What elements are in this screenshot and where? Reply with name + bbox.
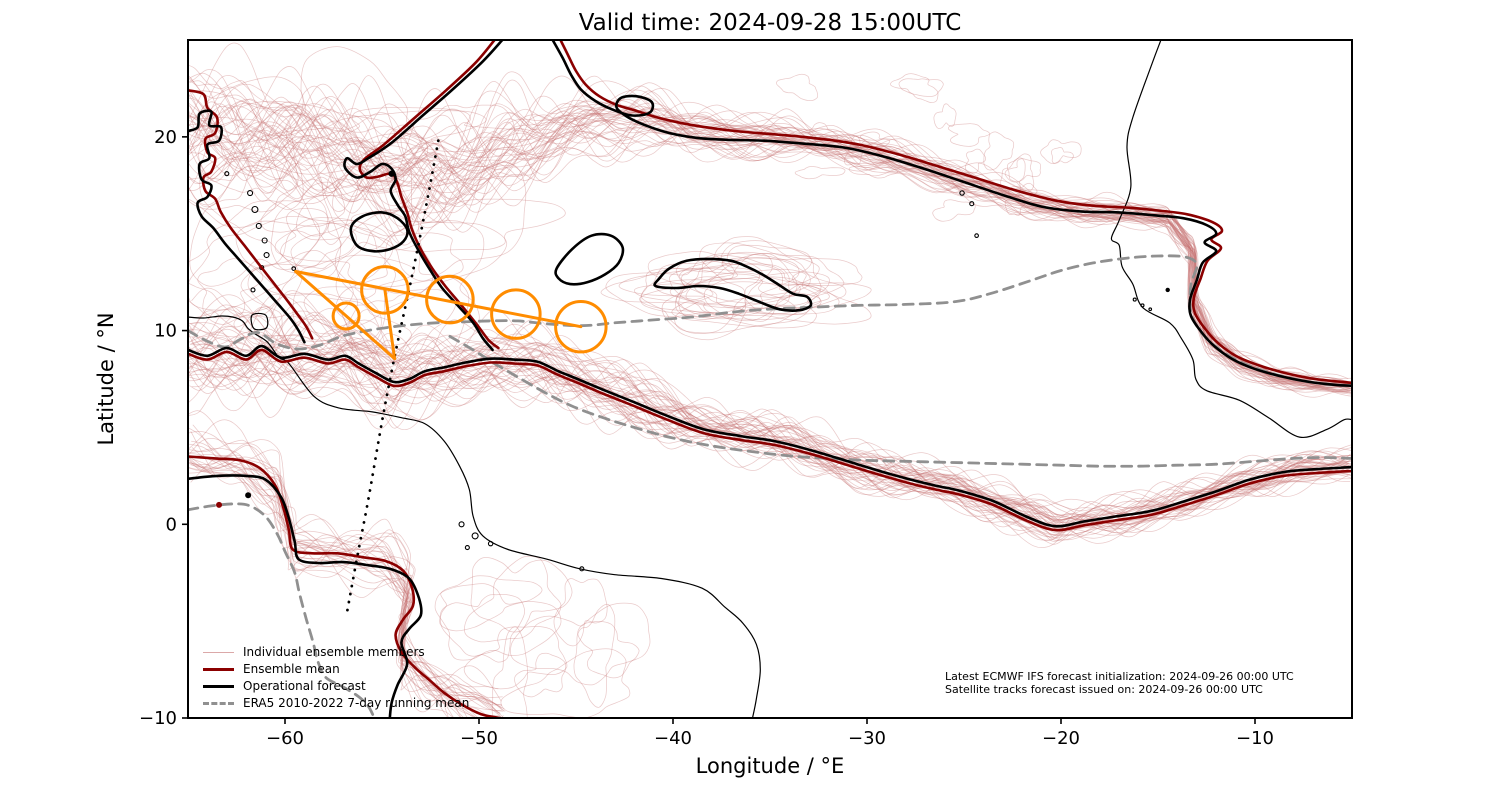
- satellite-issue-text: Satellite tracks forecast issued on: 202…: [945, 683, 1263, 696]
- island-anguilla: [224, 171, 230, 177]
- forecast-info: Latest ECMWF IFS forecast initialization…: [945, 670, 1294, 696]
- island-sao_luis: [579, 566, 585, 572]
- island-cape_verde_3: [974, 233, 979, 239]
- forecast-init-text: Latest ECMWF IFS forecast initialization…: [945, 670, 1294, 683]
- island-grenada: [250, 287, 256, 293]
- y-tick-label: 0: [166, 514, 177, 535]
- coastlines-layer: [188, 40, 1352, 718]
- operational-line-sample: [203, 685, 234, 688]
- island-cape_verde_2: [969, 201, 975, 207]
- legend-label: Individual ensemble members: [243, 645, 425, 659]
- y-tick-label: 10: [154, 321, 177, 342]
- x-tick-label: −60: [266, 728, 304, 749]
- legend: Individual ensemble members Ensemble mea…: [203, 644, 469, 712]
- marker-africa_dot: [1165, 287, 1170, 293]
- legend-item-ensemble-mean: Ensemble mean: [203, 661, 469, 678]
- island-st_lucia: [263, 251, 270, 259]
- y-axis-label: Latitude / °N: [94, 312, 118, 446]
- island-marajo_3: [487, 540, 494, 547]
- island-marajo_2: [471, 532, 479, 540]
- island-bissagos_1: [1132, 297, 1137, 302]
- legend-label: Ensemble mean: [243, 662, 340, 676]
- x-tick-label: −30: [848, 728, 886, 749]
- plot-title: Valid time: 2024-09-28 15:00UTC: [578, 10, 962, 36]
- x-tick-label: −50: [460, 728, 498, 749]
- marker-sa_dot_black: [245, 492, 252, 499]
- satellite-track-layer: [344, 139, 440, 619]
- x-axis-label: Longitude / °E: [695, 754, 845, 778]
- island-marajo_1: [458, 521, 465, 528]
- island-guadeloupe: [251, 205, 259, 214]
- era5-line-sample: [203, 702, 234, 705]
- island-bissagos_3: [1148, 307, 1153, 312]
- legend-label: ERA5 2010-2022 7-day running mean: [243, 696, 470, 710]
- y-tick-label: 20: [154, 127, 177, 148]
- island-barbados: [291, 266, 297, 271]
- axes-layer: −60 −50 −40 −30 −20 −10 20 10 0 −10: [139, 39, 1353, 749]
- legend-item-ensemble-members: Individual ensemble members: [203, 644, 469, 661]
- ensemble-member-line-sample: [203, 652, 234, 653]
- marker-mean_dot: [388, 170, 395, 177]
- ensemble-mean-line-sample: [203, 668, 234, 671]
- flight-track-layer: [294, 265, 608, 361]
- contour-lines-layer: [188, 40, 1352, 718]
- island-bissagos_2: [1140, 303, 1145, 308]
- legend-item-operational: Operational forecast: [203, 678, 469, 695]
- island-antigua: [247, 189, 254, 197]
- x-tick-label: −40: [654, 728, 692, 749]
- legend-label: Operational forecast: [243, 679, 366, 693]
- y-tick-label: −10: [139, 708, 177, 729]
- x-tick-label: −20: [1042, 728, 1080, 749]
- island-martinique: [261, 237, 268, 244]
- legend-item-era5: ERA5 2010-2022 7-day running mean: [203, 695, 469, 712]
- map-layers: [188, 40, 1352, 718]
- marker-sa_dot_red: [216, 501, 223, 508]
- island-marajo_4: [464, 544, 470, 551]
- island-dominica: [255, 222, 262, 230]
- island-cape_verde_1: [959, 190, 965, 196]
- point-markers-layer: [216, 170, 1170, 508]
- x-tick-label: −10: [1236, 728, 1274, 749]
